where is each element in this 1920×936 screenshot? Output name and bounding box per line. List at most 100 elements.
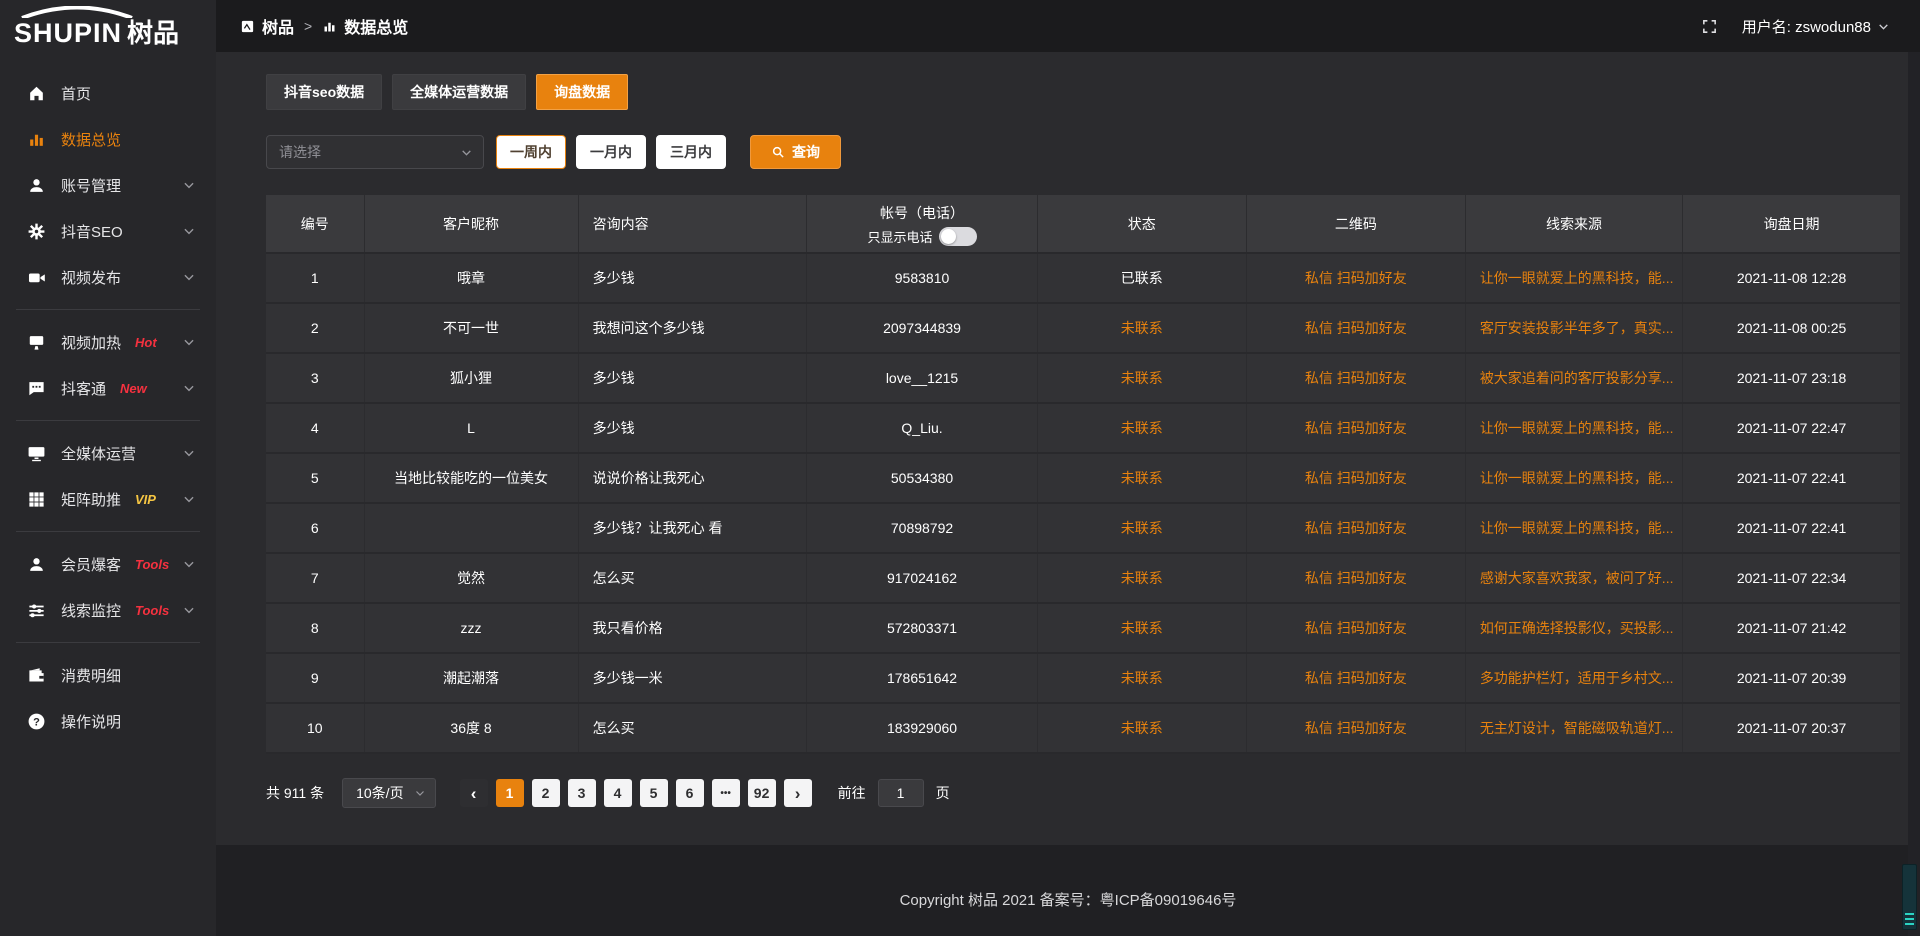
cell-date: 2021-11-07 22:41 <box>1682 453 1900 504</box>
sidebar-item-member-baoke[interactable]: 会员爆客 Tools <box>0 541 216 587</box>
scan-add-friend-link[interactable]: 扫码加好友 <box>1336 520 1407 536</box>
page-button-5[interactable]: 5 <box>639 779 668 807</box>
scan-add-friend-link[interactable]: 扫码加好友 <box>1336 620 1407 636</box>
sidebar-item-home[interactable]: 首页 <box>0 70 216 116</box>
breadcrumb-page[interactable]: 数据总览 <box>322 14 408 38</box>
cell-source[interactable]: 让你一眼就爱上的黑科技，能... <box>1465 403 1684 454</box>
cell-source[interactable]: 让你一眼就爱上的黑科技，能... <box>1465 453 1684 504</box>
scan-add-friend-link[interactable]: 扫码加好友 <box>1336 370 1407 386</box>
breadcrumb-app[interactable]: 树品 <box>240 14 294 38</box>
private-message-link[interactable]: 私信 <box>1304 320 1333 336</box>
phone-only-toggle[interactable] <box>938 227 977 246</box>
next-page-button[interactable]: › <box>783 779 812 807</box>
col-account: 帐号（电话） 只显示电话 <box>806 195 1038 254</box>
private-message-link[interactable]: 私信 <box>1304 420 1333 436</box>
scan-add-friend-link[interactable]: 扫码加好友 <box>1336 420 1407 436</box>
sidebar-item-clue-monitor[interactable]: 线索监控 Tools <box>0 587 216 633</box>
page-button-1[interactable]: 1 <box>495 779 524 807</box>
logo-arc <box>21 6 133 18</box>
scan-add-friend-link[interactable]: 扫码加好友 <box>1336 270 1407 286</box>
range-button-一月内[interactable]: 一月内 <box>576 135 646 169</box>
private-message-link[interactable]: 私信 <box>1304 270 1333 286</box>
scan-add-friend-link[interactable]: 扫码加好友 <box>1336 570 1407 586</box>
floating-widget[interactable] <box>1902 864 1917 930</box>
table-row: 8 zzz 我只看价格 572803371 未联系 私信 扫码加好友 如何正确选择投影仪，买… <box>266 603 1900 654</box>
cell-qrcode: 私信 扫码加好友 <box>1246 703 1466 754</box>
sidebar-item-operation-guide[interactable]: ? 操作说明 <box>0 698 216 744</box>
cell-source[interactable]: 感谢大家喜欢我家，被问了好... <box>1465 553 1684 604</box>
sidebar-item-data-overview[interactable]: 数据总览 <box>0 116 216 162</box>
grid-icon <box>27 490 46 509</box>
sidebar-item-media-ops[interactable]: 全媒体运营 <box>0 430 216 476</box>
cell-nickname: 哦章 <box>364 253 579 304</box>
user-label: 用户名: zswodun88 <box>1741 18 1871 36</box>
private-message-link[interactable]: 私信 <box>1304 470 1333 486</box>
question-icon: ? <box>27 712 46 731</box>
private-message-link[interactable]: 私信 <box>1304 520 1333 536</box>
cell-source[interactable]: 让你一眼就爱上的黑科技，能... <box>1465 253 1684 304</box>
scan-add-friend-link[interactable]: 扫码加好友 <box>1336 320 1407 336</box>
cell-date: 2021-11-07 22:41 <box>1682 503 1900 554</box>
tab-抖音seo数据[interactable]: 抖音seo数据 <box>266 74 383 110</box>
sidebar-item-account-mgmt[interactable]: 账号管理 <box>0 162 216 208</box>
page-button-2[interactable]: 2 <box>531 779 560 807</box>
sidebar-item-video-publish[interactable]: 视频发布 <box>0 254 216 300</box>
cell-source[interactable]: 无主灯设计，智能磁吸轨道灯... <box>1465 703 1684 754</box>
scan-add-friend-link[interactable]: 扫码加好友 <box>1336 470 1407 486</box>
private-message-link[interactable]: 私信 <box>1304 670 1333 686</box>
sidebar-item-video-heat[interactable]: 视频加热 Hot <box>0 319 216 365</box>
topbar: 树品 > 数据总览 用户名: zswodun88 <box>216 0 1920 52</box>
private-message-link[interactable]: 私信 <box>1304 720 1333 736</box>
scan-add-friend-link[interactable]: 扫码加好友 <box>1336 670 1407 686</box>
tab-询盘数据[interactable]: 询盘数据 <box>536 74 629 110</box>
sidebar-item-douyin-seo[interactable]: 抖音SEO <box>0 208 216 254</box>
prev-page-button[interactable]: ‹ <box>459 779 488 807</box>
cell-source[interactable]: 让你一眼就爱上的黑科技，能... <box>1465 503 1684 554</box>
chevron-down-icon <box>182 381 196 395</box>
filter-select[interactable]: 请选择 <box>266 135 484 169</box>
private-message-link[interactable]: 私信 <box>1304 370 1333 386</box>
cell-source[interactable]: 多功能护栏灯，适用于乡村文... <box>1465 653 1684 704</box>
breadcrumb-app-label: 树品 <box>262 20 295 37</box>
sidebar-item-matrix-boost[interactable]: 矩阵助推 VIP <box>0 476 216 522</box>
sidebar-item-badge: Tools <box>135 602 170 618</box>
page-button-3[interactable]: 3 <box>567 779 596 807</box>
user-menu[interactable]: 用户名: zswodun88 <box>1742 16 1890 37</box>
sidebar-item-label: 矩阵助推 <box>61 491 122 509</box>
page-button-4[interactable]: 4 <box>603 779 632 807</box>
cell-source[interactable]: 被大家追着问的客厅投影分享... <box>1465 353 1684 404</box>
search-button[interactable]: 查询 <box>750 135 841 169</box>
page-button-6[interactable]: 6 <box>675 779 704 807</box>
private-message-link[interactable]: 私信 <box>1304 570 1333 586</box>
chevron-down-icon <box>182 557 196 571</box>
cell-content: 多少钱 <box>578 403 808 454</box>
cell-nickname <box>364 503 579 554</box>
cell-date: 2021-11-07 22:47 <box>1682 403 1900 454</box>
scrollbar-track[interactable] <box>1908 52 1920 936</box>
table-row: 2 不可一世 我想问这个多少钱 2097344839 未联系 私信 扫码加好友 客厅安装投影… <box>266 303 1900 354</box>
range-button-一周内[interactable]: 一周内 <box>496 135 566 169</box>
tab-全媒体运营数据[interactable]: 全媒体运营数据 <box>392 74 527 110</box>
cell-source[interactable]: 如何正确选择投影仪，买投影... <box>1465 603 1684 654</box>
sidebar-item-douketong[interactable]: 抖客通 New <box>0 365 216 411</box>
sliders-icon <box>27 601 46 620</box>
status-badge: 未联系 <box>1120 420 1163 436</box>
chat-icon <box>27 379 46 398</box>
cell-status: 已联系 <box>1037 253 1247 304</box>
cell-source[interactable]: 客厅安装投影半年多了，真实... <box>1465 303 1684 354</box>
sidebar-item-badge: Hot <box>135 334 157 350</box>
filter-select-placeholder: 请选择 <box>279 144 321 160</box>
sidebar-item-consume-detail[interactable]: 消费明细 <box>0 652 216 698</box>
private-message-link[interactable]: 私信 <box>1304 620 1333 636</box>
scan-add-friend-link[interactable]: 扫码加好友 <box>1336 720 1407 736</box>
page-size-select[interactable]: 10条/页 <box>342 778 436 808</box>
sidebar-item-label: 视频发布 <box>61 269 122 287</box>
page-button-92[interactable]: 92 <box>747 779 776 807</box>
status-badge: 未联系 <box>1120 320 1163 336</box>
goto-page-input[interactable] <box>877 779 924 807</box>
cell-qrcode: 私信 扫码加好友 <box>1246 453 1466 504</box>
fullscreen-icon[interactable] <box>1701 18 1718 35</box>
page-ellipsis[interactable]: ••• <box>711 779 740 807</box>
range-button-三月内[interactable]: 三月内 <box>656 135 726 169</box>
